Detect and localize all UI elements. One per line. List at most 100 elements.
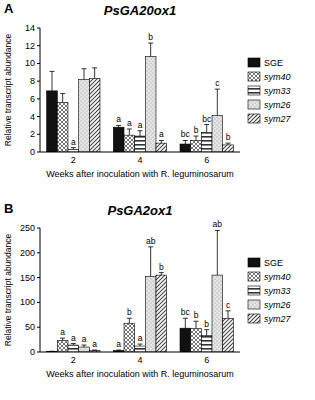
legend-swatch: [248, 100, 260, 109]
error-bar: [194, 136, 199, 140]
error-bar: [138, 344, 143, 346]
legend-swatch: [248, 114, 260, 123]
significance-letter: a: [60, 327, 65, 337]
legend-swatch: [248, 300, 260, 309]
y-axis-line: [40, 228, 41, 352]
error-bar: [71, 148, 76, 150]
plot-labels: aaaaabaabbbcbbabc: [60, 219, 231, 349]
y-tick: [37, 116, 40, 117]
error-bar: [82, 69, 87, 80]
error-bar: [183, 140, 188, 144]
error-bar: [92, 350, 97, 351]
significance-letter: a: [127, 118, 132, 128]
significance-letter: b: [194, 310, 199, 320]
bar: [145, 56, 156, 152]
legend-swatch: [248, 286, 260, 295]
error-bar: [194, 321, 199, 328]
error-bar: [159, 273, 164, 275]
significance-letter: c: [215, 78, 220, 88]
x-tick-label: 6: [204, 155, 209, 165]
error-bar: [127, 129, 132, 135]
significance-letter: bc: [181, 307, 191, 317]
x-tick-label: 4: [137, 155, 142, 165]
y-axis-label: Relative transcript abundance: [3, 34, 13, 147]
legend-label: SGE: [264, 258, 283, 268]
x-axis-label: Weeks after inoculation with R. legumino…: [46, 369, 233, 379]
legend-label: sym27: [264, 114, 292, 124]
bar: [124, 135, 135, 152]
y-tick-label: 6: [30, 94, 35, 104]
bar: [223, 145, 234, 152]
error-bar: [71, 344, 76, 345]
x-axis-line: [40, 352, 240, 353]
y-axis-line: [40, 28, 41, 152]
chart-panel: A PsGA20ox1 Relative transcript abundance 0…: [3, 1, 292, 179]
error-bar: [116, 350, 121, 351]
y-tick-label: 10: [25, 58, 35, 68]
bar: [47, 91, 58, 152]
significance-letter: b: [127, 307, 132, 317]
legend-label: sym26: [264, 300, 291, 310]
bar: [79, 347, 90, 352]
bar: [124, 323, 135, 352]
y-tick: [37, 28, 40, 29]
y-tick-label: 200: [20, 248, 35, 258]
error-bar: [183, 318, 188, 328]
y-tick-label: 150: [20, 273, 35, 283]
error-bar: [92, 68, 97, 79]
figure: A PsGA20ox1 Relative transcript abundance 0…: [0, 0, 315, 400]
bar: [223, 318, 234, 352]
significance-letter: a: [92, 339, 97, 349]
error-bar: [226, 143, 231, 145]
legend-label: sym33: [264, 86, 291, 96]
significance-letter: b: [159, 262, 164, 272]
bar: [156, 275, 167, 352]
significance-letter: a: [116, 339, 121, 349]
legend-swatch: [248, 58, 260, 67]
y-tick-label: 4: [30, 112, 35, 122]
y-tick: [37, 152, 40, 153]
y-tick-label: 14: [25, 23, 35, 33]
significance-letter: ab: [146, 236, 156, 246]
bar: [201, 336, 212, 352]
bar: [79, 79, 90, 152]
error-bar: [127, 318, 132, 323]
legend-swatch: [248, 72, 260, 81]
bar: [156, 143, 167, 152]
y-tick-label: 100: [20, 297, 35, 307]
y-tick: [37, 228, 40, 229]
y-tick: [37, 327, 40, 328]
y-tick: [37, 81, 40, 82]
error-bar: [148, 247, 153, 277]
significance-letter: a: [138, 120, 143, 130]
bar: [68, 345, 79, 352]
significance-letter: b: [194, 125, 199, 135]
x-tick-label: 4: [137, 355, 142, 365]
x-tick-label: 2: [71, 355, 76, 365]
significance-letter: b: [204, 319, 209, 329]
legend-swatch: [248, 272, 260, 281]
y-tick: [37, 252, 40, 253]
bar: [212, 116, 223, 152]
error-bar: [204, 125, 209, 133]
y-tick-label: 0: [30, 147, 35, 157]
chart-title: PsGA20ox1: [104, 3, 176, 18]
legend-label: sym40: [264, 272, 291, 282]
legend-swatch: [248, 86, 260, 95]
bar: [113, 127, 124, 152]
bar: [135, 136, 146, 152]
legend-label: sym26: [264, 100, 291, 110]
error-bar: [60, 94, 65, 103]
y-tick: [37, 98, 40, 99]
legend-label: sym33: [264, 286, 291, 296]
bar: [135, 346, 146, 352]
x-axis-label: Weeks after inoculation with R. legumino…: [46, 169, 233, 179]
bar: [212, 275, 223, 352]
bar: [89, 78, 100, 152]
significance-letter: a: [159, 129, 164, 139]
significance-letter: a: [71, 137, 76, 147]
bar: [180, 328, 191, 352]
panel-letter: A: [4, 1, 14, 16]
bar: [57, 341, 68, 352]
bar: [191, 329, 202, 352]
